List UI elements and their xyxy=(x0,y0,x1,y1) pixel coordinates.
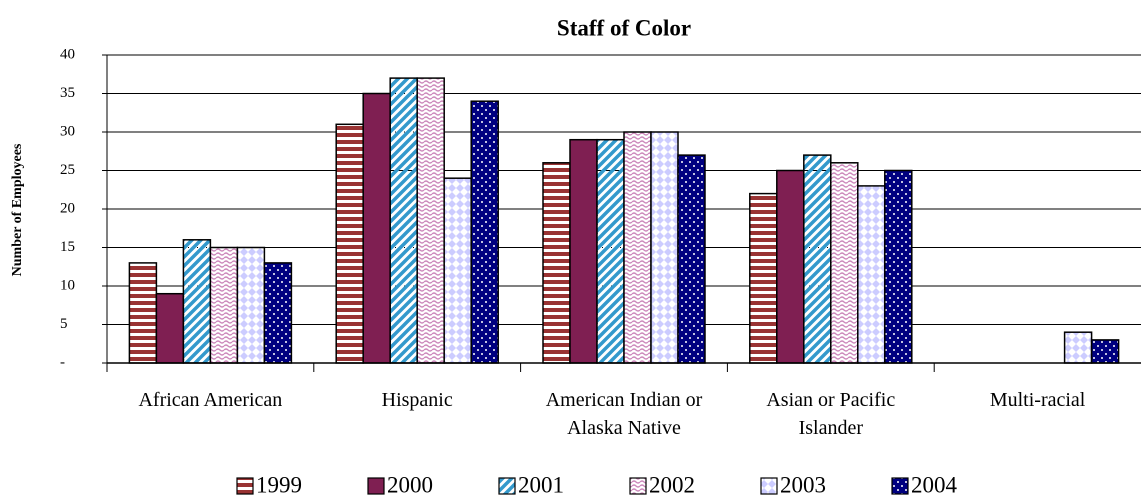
legend-swatch xyxy=(891,477,909,495)
bar xyxy=(542,162,571,364)
bar xyxy=(884,169,913,364)
bar xyxy=(596,138,625,364)
bar xyxy=(1090,339,1120,364)
legend-swatch xyxy=(629,477,647,495)
y-axis-label: Number of Employees xyxy=(10,143,25,276)
bar xyxy=(776,169,805,364)
bar xyxy=(209,246,239,364)
chart-title: Staff of Color xyxy=(557,15,691,40)
y-tick-label: 40 xyxy=(60,46,75,62)
legend-swatch xyxy=(236,477,254,495)
bar xyxy=(830,162,859,364)
bar xyxy=(362,92,391,364)
legend-swatch xyxy=(367,477,385,495)
x-tick-label: Asian or Pacific Islander xyxy=(766,389,896,439)
bar xyxy=(443,177,472,364)
y-tick-label: 25 xyxy=(60,162,75,178)
bar xyxy=(335,123,364,364)
bar xyxy=(569,138,598,364)
bar xyxy=(1063,331,1093,364)
legend-label: 2001 xyxy=(518,472,564,497)
bar xyxy=(623,131,652,364)
bar xyxy=(470,100,499,364)
legend-swatch xyxy=(498,477,516,495)
x-tick-label: Hispanic xyxy=(381,389,453,411)
legend-label: 2000 xyxy=(387,472,433,497)
bar xyxy=(182,239,212,364)
legend-label: 2004 xyxy=(911,472,958,497)
bar xyxy=(389,77,418,364)
x-tick-label: African American xyxy=(138,389,283,411)
bar xyxy=(749,192,778,364)
bar xyxy=(155,292,185,364)
bar xyxy=(677,154,706,364)
y-tick-label: 5 xyxy=(60,316,68,332)
bar xyxy=(650,131,679,364)
y-tick-label: - xyxy=(60,354,65,370)
y-tick-label: 20 xyxy=(60,200,75,216)
legend-swatch xyxy=(760,477,778,495)
y-tick-label: 10 xyxy=(60,277,75,293)
bar xyxy=(803,154,832,364)
bar xyxy=(857,185,886,364)
bar xyxy=(236,246,266,364)
bar xyxy=(263,262,293,364)
x-tick-label: American Indian or Alaska Native xyxy=(545,389,703,439)
legend-label: 2002 xyxy=(649,472,695,497)
y-tick-label: 35 xyxy=(60,85,75,101)
y-tick-label: 15 xyxy=(60,239,75,255)
legend-label: 1999 xyxy=(256,472,302,497)
bar xyxy=(416,77,445,364)
y-tick-label: 30 xyxy=(60,123,75,139)
bar xyxy=(128,262,158,364)
x-tick-label: Multi-racial xyxy=(989,389,1086,411)
legend-label: 2003 xyxy=(780,472,826,497)
